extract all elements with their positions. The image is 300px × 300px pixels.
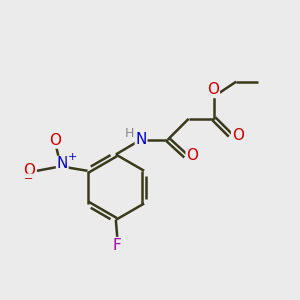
Text: +: + <box>68 152 77 162</box>
Text: −: − <box>24 174 33 184</box>
Text: N: N <box>135 132 147 147</box>
Text: O: O <box>23 163 35 178</box>
Text: O: O <box>186 148 198 164</box>
Text: O: O <box>207 82 219 98</box>
Text: N: N <box>57 157 68 172</box>
Text: O: O <box>232 128 244 142</box>
Text: O: O <box>49 133 61 148</box>
Text: F: F <box>113 238 122 253</box>
Text: H: H <box>125 127 134 140</box>
